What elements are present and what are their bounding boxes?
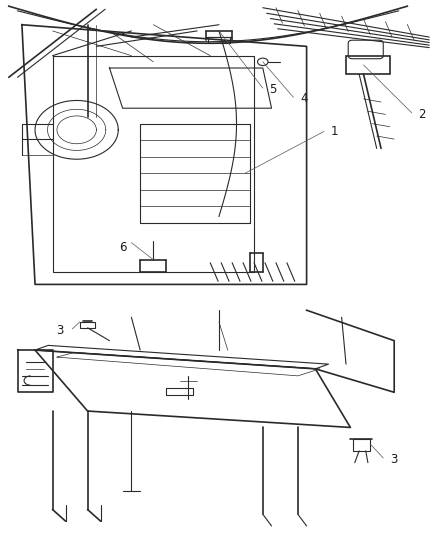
Text: 6: 6 <box>119 241 127 254</box>
Text: 3: 3 <box>390 453 397 466</box>
Text: 4: 4 <box>300 92 307 106</box>
Bar <box>353 439 370 451</box>
Bar <box>208 37 230 43</box>
Text: 1: 1 <box>331 125 338 138</box>
Text: 3: 3 <box>56 324 64 337</box>
Text: 5: 5 <box>269 83 277 96</box>
Bar <box>346 55 390 74</box>
Bar <box>80 322 95 328</box>
Text: 2: 2 <box>418 108 426 121</box>
